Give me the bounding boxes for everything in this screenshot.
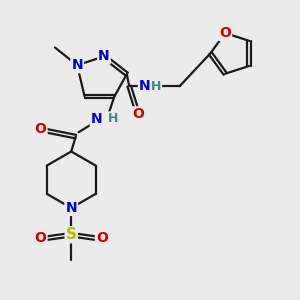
Text: N: N <box>98 50 110 63</box>
Text: H: H <box>151 80 161 93</box>
Text: N: N <box>139 79 151 93</box>
Text: O: O <box>35 231 46 245</box>
Text: O: O <box>35 122 46 136</box>
Text: O: O <box>96 231 108 245</box>
Text: N: N <box>65 201 77 215</box>
Text: N: N <box>71 58 83 72</box>
Text: N: N <box>91 112 102 126</box>
Text: O: O <box>132 107 144 121</box>
Text: S: S <box>66 227 77 242</box>
Text: O: O <box>219 26 231 40</box>
Text: H: H <box>108 112 118 125</box>
